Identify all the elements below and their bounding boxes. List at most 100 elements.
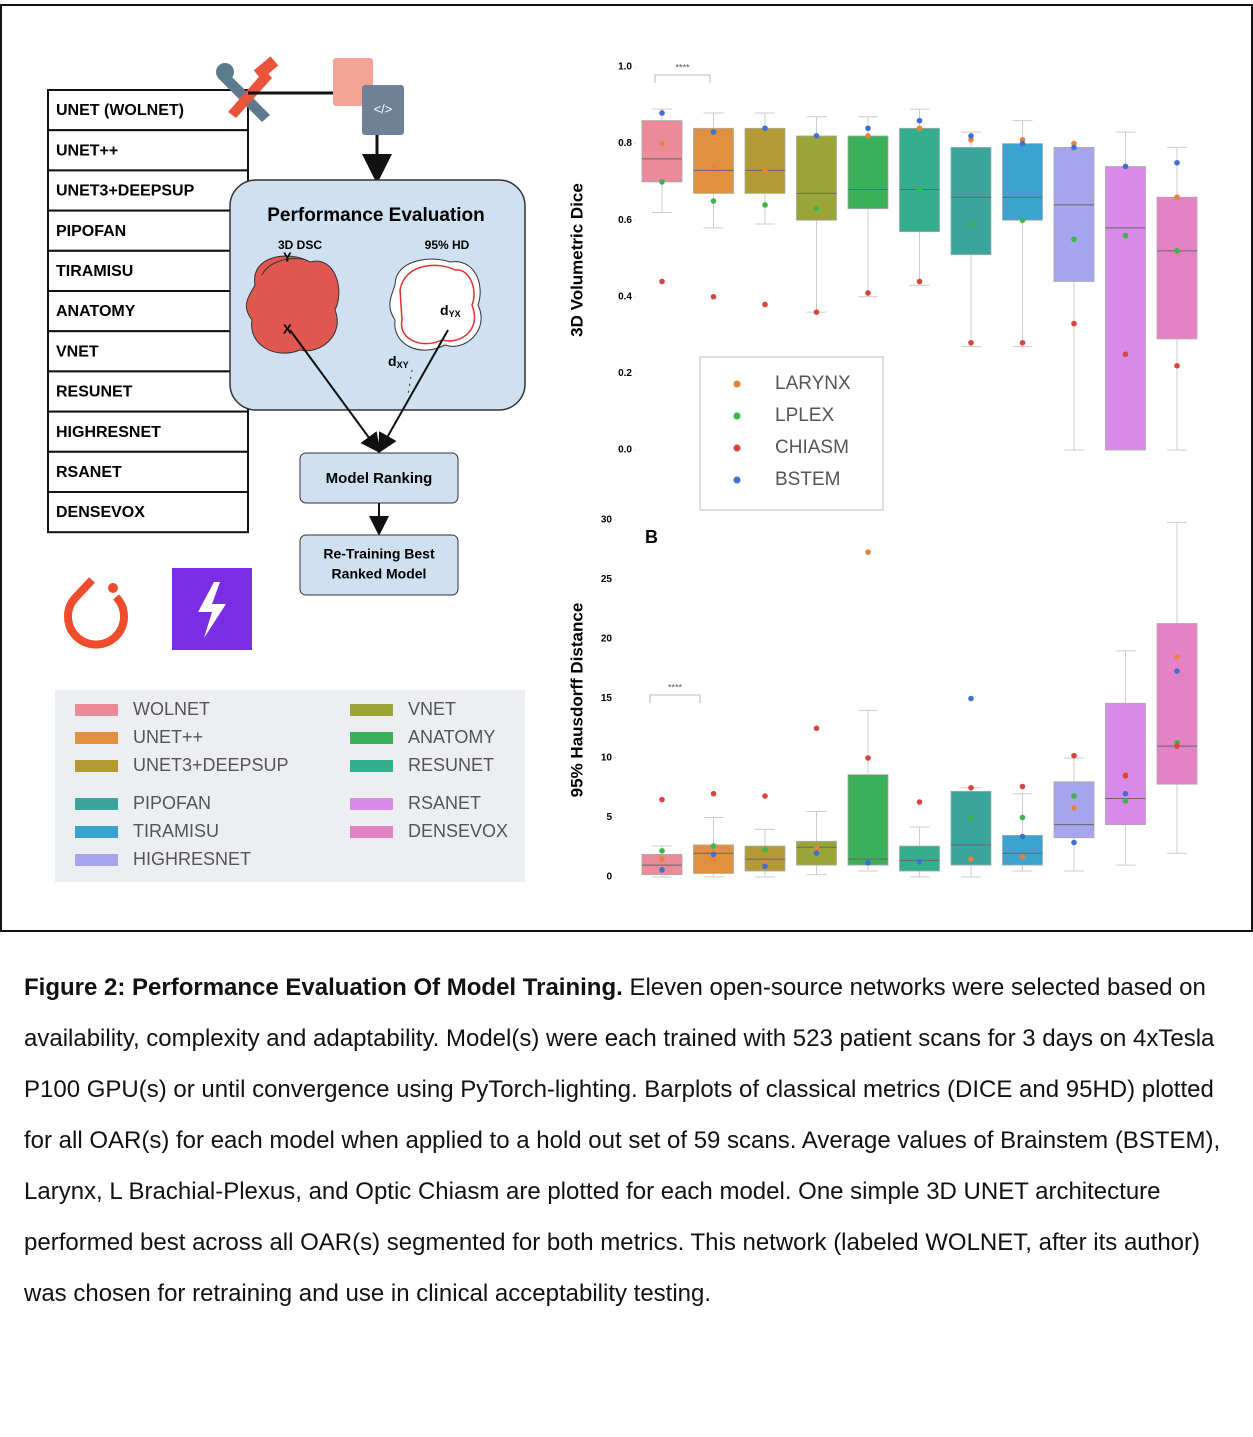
legend-label: VNET	[408, 699, 456, 719]
legend-marker	[733, 476, 741, 484]
oar-point	[813, 309, 820, 315]
model-row	[47, 209, 249, 252]
legend-label: RESUNET	[408, 755, 494, 775]
significance-bracket	[649, 694, 701, 703]
oar-point	[1019, 140, 1026, 147]
oar-point	[916, 117, 923, 124]
oar-point	[762, 202, 768, 208]
oar-point	[659, 867, 665, 873]
dxy-sub: XY	[397, 360, 409, 370]
dsc-outline	[261, 258, 311, 276]
oar-point	[1071, 320, 1077, 327]
model-name: UNET++	[56, 142, 118, 159]
oar-point	[813, 845, 820, 852]
legend-swatch	[75, 798, 118, 810]
legend-swatch	[75, 704, 118, 716]
oar-point	[1071, 236, 1077, 243]
box	[641, 853, 683, 876]
y-tick-label: 5	[606, 812, 612, 823]
oar-point	[813, 205, 820, 212]
legend-label: TIRAMISU	[133, 821, 219, 841]
dxy-label: dXY	[388, 353, 409, 371]
legend-swatch	[75, 826, 118, 838]
oar-point	[916, 858, 923, 865]
evaluation-title: Performance Evaluation	[267, 205, 485, 226]
legend-swatch	[350, 798, 393, 810]
oar-point	[1019, 814, 1026, 821]
legend-label: RSANET	[408, 793, 481, 813]
oar-point	[762, 167, 768, 174]
significance-label: ****	[675, 62, 690, 72]
legend-label: CHIASM	[775, 437, 849, 458]
oar-point	[916, 186, 923, 193]
arrow	[378, 329, 449, 454]
oar-point	[762, 846, 768, 853]
oar-point	[659, 856, 665, 862]
legend-swatch	[350, 826, 393, 838]
retraining-box	[299, 534, 459, 596]
figure-border	[0, 4, 1253, 932]
legend-label: PIPOFAN	[133, 793, 211, 813]
oar-point	[1019, 217, 1026, 223]
box	[950, 790, 992, 866]
caption: Figure 2: Performance Evaluation Of Mode…	[24, 962, 1236, 1319]
oar-point	[1071, 144, 1077, 151]
significance-label: ****	[668, 682, 683, 692]
dyx-label: dYX	[440, 302, 461, 320]
oar-point	[865, 859, 871, 866]
dsc-label: 3D DSC	[278, 238, 322, 252]
oar-point	[1122, 798, 1129, 804]
model-name: RSANET	[56, 464, 122, 481]
oar-point	[968, 695, 974, 702]
ranking-label: Model Ranking	[326, 470, 433, 487]
caption-title: Figure 2: Performance Evaluation Of Mode…	[24, 974, 623, 1001]
oar-point	[968, 784, 974, 791]
y-tick-label: 1.0	[618, 62, 632, 73]
oar-point	[1071, 805, 1077, 811]
x-label: X	[283, 321, 292, 336]
oar-point	[813, 850, 820, 856]
legend-label: UNET3+DEEPSUP	[133, 755, 289, 775]
oar-point	[1019, 833, 1026, 840]
y-tick-label: 0	[606, 872, 612, 883]
legend-swatch	[75, 760, 118, 772]
model-name: UNET3+DEEPSUP	[56, 183, 195, 200]
charts: 3D Volumetric Dice 0.0 0.2 0.4 0.6 0.8 1.0 ****…	[567, 62, 1198, 883]
legend-marker	[733, 380, 741, 388]
y-axis-label: 95% Hausdorff Distance	[567, 603, 586, 798]
oar-point	[865, 290, 871, 296]
oar-point	[659, 278, 665, 285]
oar-point	[865, 198, 871, 204]
box	[847, 135, 889, 210]
model-name: UNET (WOLNET)	[56, 102, 184, 119]
oar-point	[968, 814, 974, 821]
box	[847, 774, 889, 866]
oar-point	[1071, 839, 1077, 846]
oar-point	[659, 848, 665, 854]
hd-label: 95% HD	[425, 238, 470, 252]
model-name: ANATOMY	[56, 303, 136, 320]
legend-swatch	[75, 854, 118, 866]
oar-point	[1174, 159, 1180, 166]
y-tick-label: 0.2	[618, 368, 632, 379]
dyx-base: d	[440, 302, 449, 318]
oar-point	[968, 221, 974, 227]
oar-point	[865, 834, 871, 841]
model-row	[47, 491, 249, 534]
oar-point	[813, 725, 820, 732]
hd-shape	[389, 258, 482, 351]
oar-point	[762, 125, 768, 132]
svg-text:</>: </>	[374, 101, 393, 116]
model-row	[47, 410, 249, 453]
oar-point	[1122, 351, 1129, 358]
oar-point	[710, 856, 717, 862]
model-name: DENSEVOX	[56, 504, 145, 521]
model-row	[47, 370, 249, 413]
oar-point	[916, 125, 923, 132]
oar-point	[1019, 783, 1026, 790]
y-tick-label: 15	[601, 693, 613, 704]
legend-label: ANATOMY	[408, 727, 495, 747]
retraining-label: Ranked Model	[332, 566, 427, 582]
legend-label: LPLEX	[775, 405, 834, 426]
